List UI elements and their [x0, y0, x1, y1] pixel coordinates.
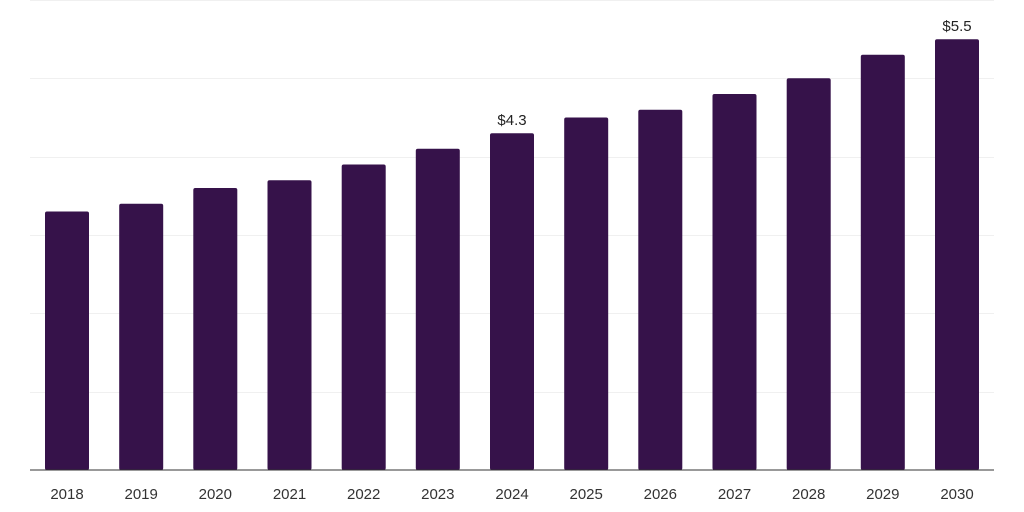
x-tick-label: 2026 [644, 486, 677, 503]
bar-2022 [341, 164, 386, 470]
data-label: $4.3 [497, 112, 526, 129]
x-tick-label: 2021 [273, 486, 306, 503]
x-tick-label: 2025 [570, 486, 603, 503]
x-tick-label: 2020 [199, 486, 232, 503]
x-tick-labels: 2018 2019 2020 2021 2022 2023 2024 2025 2026 2027… [50, 486, 973, 503]
bar-2018 [45, 211, 89, 470]
x-tick-label: 2022 [347, 486, 380, 503]
x-tick-label: 2019 [125, 486, 158, 503]
bar-2026 [638, 109, 683, 470]
data-labels: $4.3 $5.5 [497, 18, 971, 129]
bar-2020 [193, 188, 238, 470]
bar-2030 [935, 39, 979, 470]
bars [45, 39, 979, 471]
bar-2029 [860, 54, 905, 471]
bar-2019 [119, 203, 164, 470]
bar-2024 [490, 133, 534, 470]
x-tick-label: 2030 [940, 486, 973, 503]
x-tick-label: 2024 [495, 486, 528, 503]
data-label: $5.5 [942, 18, 971, 35]
x-tick-label: 2023 [421, 486, 454, 503]
bar-2023 [415, 148, 460, 471]
bar-2027 [712, 94, 757, 470]
x-tick-label: 2029 [866, 486, 899, 503]
x-tick-label: 2018 [50, 486, 83, 503]
bar-2021 [267, 180, 312, 470]
bar-2028 [786, 78, 831, 471]
bar-2025 [564, 117, 609, 470]
x-tick-label: 2028 [792, 486, 825, 503]
x-tick-label: 2027 [718, 486, 751, 503]
